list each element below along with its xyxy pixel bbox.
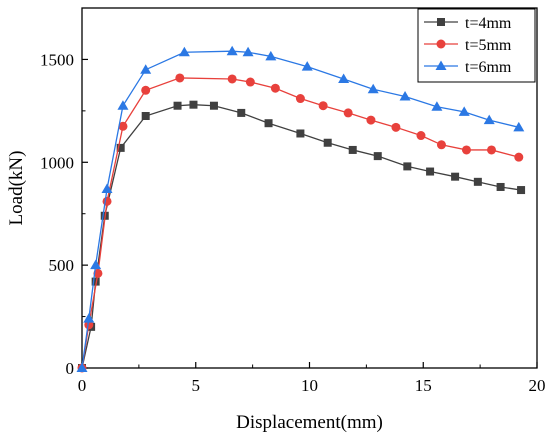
- data-point: [483, 114, 495, 125]
- data-point: [227, 74, 237, 84]
- data-point: [237, 108, 246, 117]
- data-point: [209, 101, 218, 110]
- data-point: [226, 45, 238, 56]
- data-point: [245, 77, 255, 87]
- data-point: [175, 73, 185, 83]
- data-point: [296, 129, 305, 138]
- legend-entry: t=5mm: [424, 37, 512, 54]
- x-tick-label: 0: [78, 376, 87, 395]
- series-line: [81, 50, 519, 369]
- x-tick-label: 20: [529, 376, 546, 395]
- data-point: [373, 152, 382, 161]
- legend-marker: [435, 60, 447, 70]
- axes: 0 5 10 15 20 0 500 1000 1500 Displacement(mm) Load…: [6, 50, 546, 433]
- legend-entry: t=4mm: [424, 15, 512, 32]
- data-point: [101, 183, 113, 194]
- data-point: [318, 101, 328, 111]
- legend-marker: [437, 18, 445, 26]
- data-point: [295, 94, 305, 104]
- legend-marker: [436, 39, 446, 49]
- series-t=4mm: [78, 100, 526, 372]
- series-line: [81, 104, 522, 369]
- data-point: [338, 73, 350, 83]
- data-point: [431, 101, 443, 111]
- y-tick-label: 500: [49, 256, 75, 275]
- data-point: [517, 186, 526, 195]
- data-point: [301, 61, 313, 71]
- data-point: [461, 145, 471, 155]
- series-t=6mm: [76, 45, 525, 372]
- legend: t=4mm t=5mm t=6mm: [417, 8, 536, 83]
- legend-label: t=5mm: [465, 37, 512, 54]
- y-tick-label: 1000: [40, 153, 74, 172]
- data-point: [91, 277, 100, 286]
- y-tick-label: 0: [66, 359, 75, 378]
- data-point: [141, 112, 150, 120]
- data-point: [140, 64, 152, 74]
- data-point: [399, 90, 411, 101]
- x-tick-label: 5: [192, 376, 201, 395]
- data-point: [90, 259, 102, 270]
- data-point: [496, 182, 505, 191]
- data-point: [270, 83, 280, 93]
- data-point: [141, 85, 151, 95]
- data-point: [76, 362, 88, 372]
- x-tick-label: 15: [415, 376, 432, 395]
- data-point: [93, 268, 103, 278]
- data-point: [473, 177, 482, 186]
- y-axis-label: Load(kN): [6, 151, 27, 226]
- data-point: [265, 50, 277, 61]
- data-point: [102, 196, 112, 206]
- data-point: [487, 145, 496, 155]
- y-tick-label: 1500: [40, 50, 74, 69]
- data-point: [403, 162, 412, 171]
- data-point: [513, 121, 525, 132]
- data-point: [323, 138, 332, 147]
- x-tick-label: 10: [301, 376, 318, 395]
- data-point: [436, 140, 446, 150]
- data-point: [451, 172, 460, 181]
- legend-label: t=4mm: [465, 15, 512, 32]
- data-point: [118, 121, 128, 131]
- data-point: [242, 46, 254, 57]
- data-point: [178, 46, 190, 57]
- data-point: [416, 131, 426, 141]
- data-point: [391, 122, 401, 132]
- data-point: [426, 167, 435, 176]
- series-line: [81, 77, 519, 369]
- data-point: [367, 83, 379, 94]
- data-point: [343, 108, 353, 118]
- data-point: [458, 106, 470, 116]
- data-point: [189, 100, 198, 109]
- data-point: [264, 119, 273, 128]
- data-point: [116, 143, 125, 152]
- data-point: [366, 115, 376, 125]
- legend-label: t=6mm: [465, 59, 512, 76]
- x-axis-label: Displacement(mm): [236, 412, 383, 433]
- data-point: [83, 313, 95, 323]
- data-point: [348, 145, 357, 154]
- data-point: [117, 100, 129, 110]
- legend-entry: t=6mm: [424, 59, 512, 76]
- data-point: [514, 152, 524, 162]
- series-layer: [76, 45, 526, 373]
- data-point: [173, 101, 182, 110]
